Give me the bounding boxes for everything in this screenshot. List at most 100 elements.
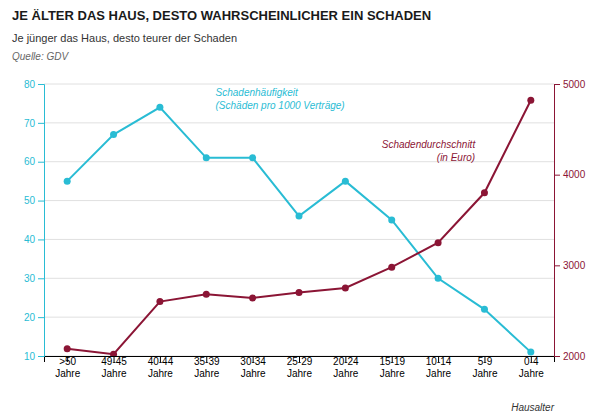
x-tick: 0-4Jahre [519, 356, 544, 379]
grid-line [44, 122, 554, 123]
point [156, 298, 163, 305]
text-line: Jahre [519, 368, 544, 379]
text-line: Jahre [241, 368, 266, 379]
x-tick: 49-45Jahre [101, 356, 127, 379]
text-line: >50 [59, 356, 76, 367]
title: JE ÄLTER DAS HAUS, DESTO WAHRSCHEINLICHE… [12, 8, 431, 23]
y2-tick: 2000 [554, 351, 586, 362]
tick-mark [554, 265, 560, 266]
text-line: 0-4 [524, 356, 539, 367]
point [527, 97, 534, 104]
x-tick: 5-9Jahre [472, 356, 497, 379]
y-tick-label: 30 [24, 273, 36, 284]
point [481, 189, 488, 196]
y2-tick-label: 5000 [563, 79, 586, 90]
axis-line [555, 85, 561, 357]
subtitle: Je jünger das Haus, desto teurer der Sch… [12, 32, 237, 44]
chart: JE ÄLTER DAS HAUS, DESTO WAHRSCHEINLICHE… [0, 0, 606, 416]
y2-tick-label: 2000 [563, 351, 586, 362]
point [110, 351, 117, 356]
x-tick: >50Jahre [55, 356, 80, 379]
tick-mark [38, 84, 44, 85]
point [342, 178, 349, 185]
y-tick: 70 [24, 118, 44, 129]
x-tick-label: 10-14Jahre [426, 356, 452, 379]
x-tick: 10-14Jahre [426, 356, 452, 379]
marks [64, 97, 535, 356]
text-line: 10-14 [426, 356, 452, 367]
text-line: 40-44 [148, 356, 174, 367]
text-line: Jahre [380, 368, 405, 379]
point [342, 285, 349, 292]
point [296, 289, 303, 296]
text-line: Jahre [426, 368, 451, 379]
text-line: (Schäden pro 1000 Verträge) [216, 100, 345, 111]
grid-line [44, 278, 554, 279]
x-tick: 25-29Jahre [287, 356, 313, 379]
x-tick-label: 25-29Jahre [287, 356, 313, 379]
point [527, 349, 534, 356]
tick-mark [38, 278, 44, 279]
grid-line [44, 317, 554, 318]
plot: >50Jahre49-45Jahre40-44Jahre35-39Jahre30… [24, 79, 586, 379]
series-label: Schadendurchschnitt (in Euro) [382, 139, 477, 163]
x-tick-label: 35-39Jahre [194, 356, 220, 379]
annotation: Quelle: GDV [12, 51, 69, 62]
x-tick: 40-44Jahre [148, 356, 174, 379]
y-tick: 40 [24, 234, 44, 245]
text-line: Jahre [287, 368, 312, 379]
y-tick: 10 [24, 351, 44, 362]
y-tick: 50 [24, 195, 44, 206]
x-tick: 15-19Jahre [379, 356, 405, 379]
x-tick: 35-39Jahre [194, 356, 220, 379]
text-line: 49-45 [101, 356, 127, 367]
y-tick-label: 50 [24, 195, 36, 206]
text-line: 30-34 [240, 356, 266, 367]
point [64, 178, 71, 185]
point [249, 294, 256, 301]
y-tick-label: 10 [24, 351, 36, 362]
y-tick: 30 [24, 273, 44, 284]
point [435, 275, 442, 282]
text-line: Jahre [102, 368, 127, 379]
x-tick-label: 40-44Jahre [148, 356, 174, 379]
y2-tick: 5000 [554, 79, 586, 90]
x-axis-label: Hausalter [511, 402, 554, 413]
text-line: (in Euro) [437, 152, 475, 163]
text-line: Schadenhäufigkeit [216, 87, 300, 98]
text-line: Jahre [472, 368, 497, 379]
text-line: 5-9 [478, 356, 493, 367]
text-line: Schadendurchschnitt [382, 139, 477, 150]
y2-tick: 3000 [554, 260, 586, 271]
text-line: 15-19 [379, 356, 405, 367]
y-tick-label: 20 [24, 312, 36, 323]
x-tick-label: 0-4Jahre [519, 356, 544, 379]
tick-mark [38, 201, 44, 202]
x-axis: >50Jahre49-45Jahre40-44Jahre35-39Jahre30… [45, 356, 555, 379]
x-tick-label: 5-9Jahre [472, 356, 497, 379]
text-line: 20-24 [333, 356, 359, 367]
line [67, 107, 531, 352]
text-line: Jahre [194, 368, 219, 379]
grid [44, 84, 554, 356]
x-tick-label: >50Jahre [55, 356, 80, 379]
point [203, 154, 210, 161]
text-line: Jahre [55, 368, 80, 379]
x-tick: 30-34Jahre [240, 356, 266, 379]
line [67, 100, 531, 354]
tick-mark [38, 317, 44, 318]
point [435, 239, 442, 246]
x-tick-label: 30-34Jahre [240, 356, 266, 379]
point [388, 264, 395, 271]
tick-mark [38, 356, 44, 357]
y2-tick: 4000 [554, 169, 586, 180]
tick-mark [554, 356, 560, 357]
series-label: Schadenhäufigkeit (Schäden pro 1000 Vertr… [216, 87, 345, 111]
y-tick-label: 80 [24, 79, 36, 90]
y-tick: 20 [24, 312, 44, 323]
x-tick-label: 15-19Jahre [379, 356, 405, 379]
tick-mark [38, 239, 44, 240]
tick-mark [38, 123, 44, 124]
y2-tick-label: 4000 [563, 169, 586, 180]
grid-line [44, 84, 554, 85]
